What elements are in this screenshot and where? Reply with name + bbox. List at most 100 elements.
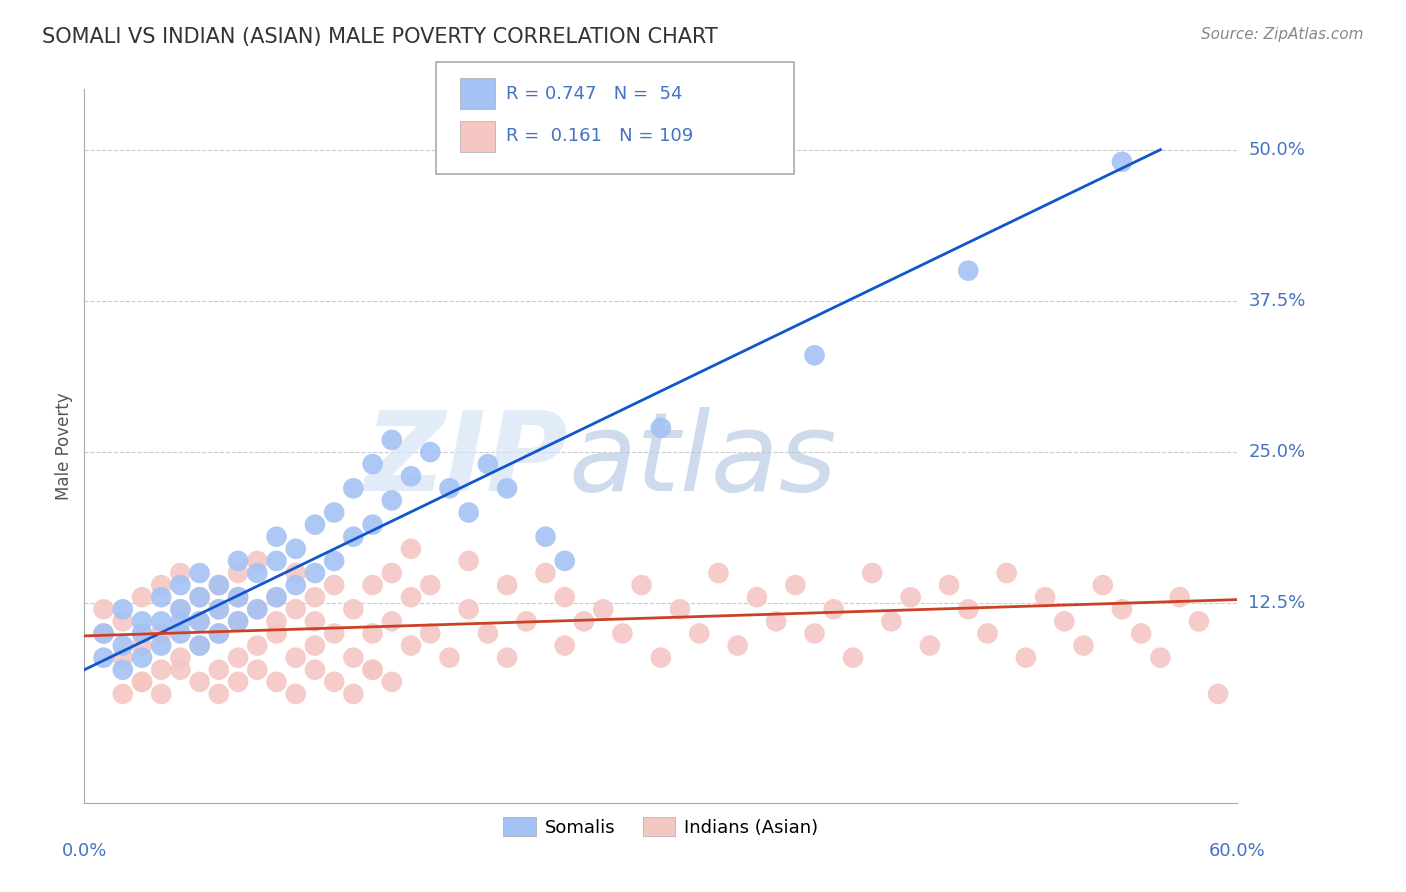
Point [304,566,326,580]
Point [246,663,269,677]
Point [131,650,153,665]
Point [284,566,307,580]
Point [226,590,249,604]
Point [226,650,249,665]
Point [842,650,865,665]
Point [111,663,134,677]
Point [342,530,364,544]
Point [150,639,173,653]
Point [111,602,134,616]
Point [266,674,288,689]
Point [496,578,519,592]
Point [803,626,825,640]
Point [93,650,115,665]
Point [727,639,749,653]
Point [630,578,652,592]
Point [1188,615,1211,629]
Point [93,602,115,616]
Point [150,626,173,640]
Point [150,590,173,604]
Text: SOMALI VS INDIAN (ASIAN) MALE POVERTY CORRELATION CHART: SOMALI VS INDIAN (ASIAN) MALE POVERTY CO… [42,27,718,46]
Point [419,445,441,459]
Point [131,626,153,640]
Point [900,590,922,604]
Point [150,663,173,677]
Point [284,541,307,556]
Point [226,554,249,568]
Point [169,663,191,677]
Point [803,348,825,362]
Point [150,578,173,592]
Point [169,626,191,640]
Point [169,602,191,616]
Point [226,674,249,689]
Point [554,590,576,604]
Point [1015,650,1038,665]
Point [1073,639,1095,653]
Point [266,590,288,604]
Point [208,602,231,616]
Point [323,626,346,640]
Point [188,615,211,629]
Point [439,481,461,495]
Point [246,602,269,616]
Point [361,578,384,592]
Point [361,663,384,677]
Point [169,602,191,616]
Point [534,530,557,544]
Point [208,663,231,677]
Text: R =  0.161   N = 109: R = 0.161 N = 109 [506,128,693,145]
Point [226,615,249,629]
Point [208,687,231,701]
Point [439,650,461,665]
Point [342,602,364,616]
Point [266,590,288,604]
Point [304,615,326,629]
Text: 25.0%: 25.0% [1249,443,1306,461]
Point [323,506,346,520]
Point [1149,650,1171,665]
Point [419,626,441,640]
Point [188,674,211,689]
Point [188,566,211,580]
Point [1168,590,1191,604]
Point [381,674,404,689]
Point [208,626,231,640]
Point [131,674,153,689]
Point [93,626,115,640]
Point [650,421,672,435]
Point [419,578,441,592]
Point [381,615,404,629]
Point [169,566,191,580]
Point [515,615,537,629]
Point [457,506,479,520]
Point [572,615,595,629]
Point [534,566,557,580]
Point [304,639,326,653]
Point [342,650,364,665]
Point [226,566,249,580]
Point [399,639,422,653]
Point [361,517,384,532]
Point [111,687,134,701]
Point [246,554,269,568]
Point [304,663,326,677]
Point [266,626,288,640]
Y-axis label: Male Poverty: Male Poverty [55,392,73,500]
Point [284,650,307,665]
Point [496,481,519,495]
Text: 0.0%: 0.0% [62,842,107,860]
Point [399,541,422,556]
Point [169,578,191,592]
Point [554,554,576,568]
Point [323,578,346,592]
Point [669,602,692,616]
Point [1111,602,1133,616]
Point [1206,687,1229,701]
Text: R = 0.747   N =  54: R = 0.747 N = 54 [506,85,683,103]
Point [226,615,249,629]
Point [785,578,807,592]
Point [496,650,519,665]
Text: Source: ZipAtlas.com: Source: ZipAtlas.com [1201,27,1364,42]
Text: ZIP: ZIP [366,407,568,514]
